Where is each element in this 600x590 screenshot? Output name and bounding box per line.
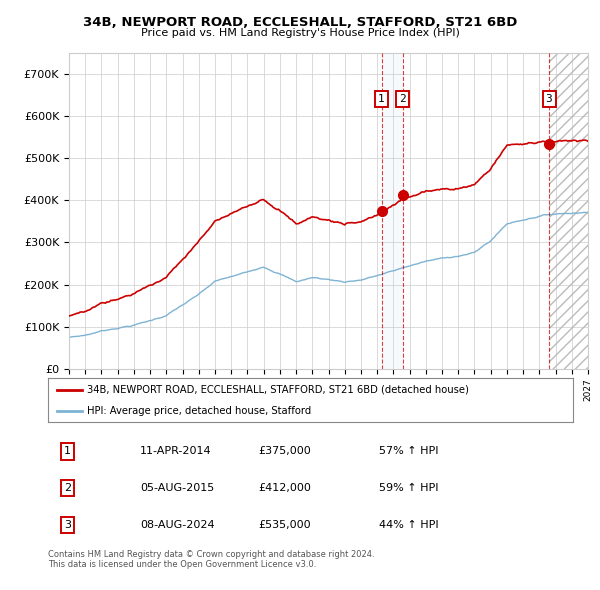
Text: 1: 1	[378, 94, 385, 104]
Text: Contains HM Land Registry data © Crown copyright and database right 2024.
This d: Contains HM Land Registry data © Crown c…	[48, 550, 374, 569]
Text: £535,000: £535,000	[258, 520, 311, 530]
Text: 34B, NEWPORT ROAD, ECCLESHALL, STAFFORD, ST21 6BD: 34B, NEWPORT ROAD, ECCLESHALL, STAFFORD,…	[83, 16, 517, 29]
Text: 2: 2	[64, 483, 71, 493]
Text: 1: 1	[64, 447, 71, 457]
Text: £412,000: £412,000	[258, 483, 311, 493]
Text: £375,000: £375,000	[258, 447, 311, 457]
Bar	[382, 53, 403, 369]
Text: Price paid vs. HM Land Registry's House Price Index (HPI): Price paid vs. HM Land Registry's House …	[140, 28, 460, 38]
Text: 59% ↑ HPI: 59% ↑ HPI	[379, 483, 438, 493]
Text: 44% ↑ HPI: 44% ↑ HPI	[379, 520, 439, 530]
Text: HPI: Average price, detached house, Stafford: HPI: Average price, detached house, Staf…	[88, 406, 311, 416]
Text: 05-AUG-2015: 05-AUG-2015	[140, 483, 214, 493]
Text: 34B, NEWPORT ROAD, ECCLESHALL, STAFFORD, ST21 6BD (detached house): 34B, NEWPORT ROAD, ECCLESHALL, STAFFORD,…	[88, 385, 469, 395]
Text: 08-AUG-2024: 08-AUG-2024	[140, 520, 215, 530]
Text: 11-APR-2014: 11-APR-2014	[140, 447, 212, 457]
Text: 2: 2	[400, 94, 406, 104]
Text: 3: 3	[64, 520, 71, 530]
Text: 57% ↑ HPI: 57% ↑ HPI	[379, 447, 438, 457]
Text: 3: 3	[545, 94, 553, 104]
